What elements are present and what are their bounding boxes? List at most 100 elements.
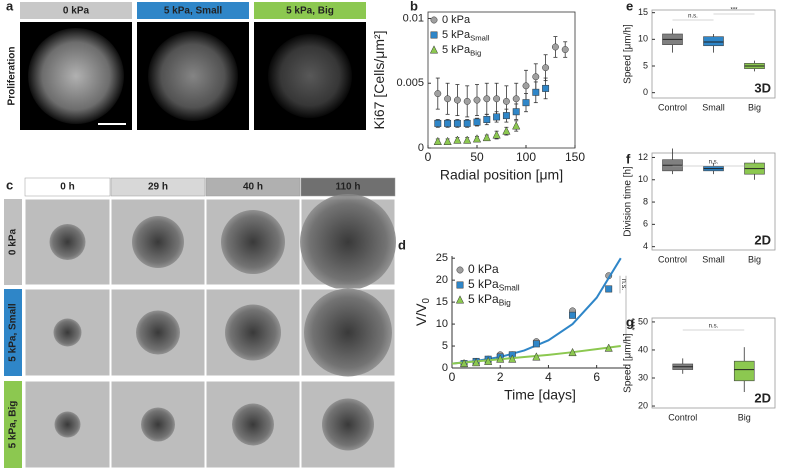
marker xyxy=(502,112,510,120)
header-box xyxy=(205,177,301,197)
header: 110 h xyxy=(335,182,360,193)
row-label: 5 kPa, Big xyxy=(8,401,19,449)
x-tick-label: Big xyxy=(748,102,761,112)
marker xyxy=(483,95,491,103)
panel-label: f xyxy=(626,151,631,166)
row-label: 5 kPa, Small xyxy=(8,303,19,362)
y-tick-label: 30 xyxy=(638,372,648,382)
marker xyxy=(492,130,501,139)
spheroid xyxy=(28,28,124,124)
header: 0 h xyxy=(60,182,74,193)
dimension-label: 2D xyxy=(754,232,771,247)
dimension-label: 3D xyxy=(754,80,771,95)
marker xyxy=(512,95,520,103)
y-tick-label: 5 xyxy=(643,60,648,70)
header: 0 kPa xyxy=(63,6,90,17)
box xyxy=(703,36,724,47)
marker xyxy=(512,108,520,116)
y-axis-label: Division time [h] xyxy=(623,166,634,237)
label-subscript: Small xyxy=(470,33,490,42)
label-text: Ki67 [Cells/μm²] xyxy=(371,30,387,129)
row-label: Proliferation xyxy=(7,47,18,106)
x-tick-label: 0 xyxy=(425,150,432,164)
label-text: V/V xyxy=(413,303,429,326)
spheroid xyxy=(141,407,175,442)
dimension-label: 2D xyxy=(754,390,771,405)
label-text: 0 kPa xyxy=(442,14,471,26)
x-tick-label: Small xyxy=(702,254,725,264)
legend-marker xyxy=(430,16,438,24)
x-tick-label: 2 xyxy=(497,370,504,384)
x-tick-label: 6 xyxy=(593,370,600,384)
y-tick-label: 10 xyxy=(436,318,448,330)
row-label-box xyxy=(4,381,22,468)
marker xyxy=(508,354,517,363)
x-tick-label: Control xyxy=(668,412,697,422)
spheroid xyxy=(322,398,374,451)
marker xyxy=(482,132,491,142)
marker xyxy=(561,46,569,54)
marker xyxy=(453,119,461,127)
x-tick-label: Control xyxy=(658,102,687,112)
panel-label: d xyxy=(398,237,406,252)
y-tick-label: 0 xyxy=(442,362,448,374)
panel-label: g xyxy=(626,314,634,329)
y-tick-label: 40 xyxy=(638,344,648,354)
marker xyxy=(569,311,576,319)
spheroid xyxy=(49,224,86,260)
marker xyxy=(542,64,550,72)
y-tick-label: 15 xyxy=(436,296,448,308)
legend-marker xyxy=(456,281,464,289)
plot-frame xyxy=(651,152,776,251)
legend-marker xyxy=(429,45,439,54)
spheroid xyxy=(136,310,180,355)
panel-label: b xyxy=(410,0,418,13)
label-subscript: Big xyxy=(470,48,481,57)
y-tick-label: 10 xyxy=(638,174,648,184)
y-tick-label: 0 xyxy=(643,87,648,97)
marker xyxy=(443,136,452,145)
marker xyxy=(483,116,491,123)
label: 0 kPa xyxy=(468,262,499,276)
y-tick-label: 0 xyxy=(418,142,424,154)
row-label-box xyxy=(4,199,22,285)
label-subscript: Small xyxy=(499,283,520,293)
label-subscript: 0 xyxy=(421,297,432,303)
marker xyxy=(532,340,540,348)
marker xyxy=(502,126,511,135)
y-tick-label: 20 xyxy=(638,400,648,410)
marker xyxy=(484,356,493,365)
spheroid xyxy=(268,34,352,118)
legend-marker xyxy=(430,31,438,39)
x-tick-label: Big xyxy=(748,254,761,264)
y-tick-label: 12 xyxy=(638,152,648,162)
marker xyxy=(463,135,472,144)
panel-label: a xyxy=(6,0,14,13)
y-axis-label: Speed [μm/h] xyxy=(623,24,634,84)
marker xyxy=(434,119,442,127)
annotation: n.s. xyxy=(709,160,719,166)
panel-label: c xyxy=(6,177,13,192)
marker xyxy=(473,96,481,104)
plot-frame xyxy=(427,11,576,149)
marker xyxy=(453,96,461,104)
marker xyxy=(459,358,469,368)
x-tick-label: Big xyxy=(738,412,751,422)
row-label-box xyxy=(4,289,22,376)
header-box xyxy=(110,177,206,197)
x-tick-label: Small xyxy=(702,102,725,112)
spheroid xyxy=(54,411,81,438)
header-box xyxy=(254,2,366,19)
marker xyxy=(444,119,452,127)
marker xyxy=(522,99,530,107)
x-tick-label: 4 xyxy=(545,370,552,384)
header-box xyxy=(137,2,249,19)
label: 5 kPaSmall xyxy=(442,29,490,42)
annotation: n.s. xyxy=(709,324,719,330)
marker xyxy=(434,90,442,98)
x-tick-label: 0 xyxy=(449,370,456,384)
marker xyxy=(568,347,577,357)
spheroid xyxy=(232,403,274,446)
plot-frame xyxy=(651,9,776,99)
